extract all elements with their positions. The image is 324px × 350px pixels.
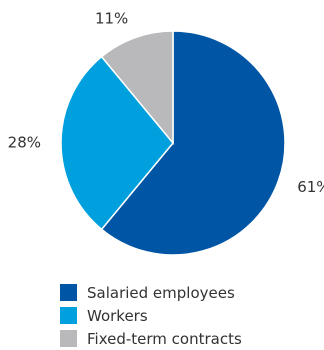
legend-swatch-workers — [60, 307, 77, 324]
pie-slice-workers — [60, 55, 174, 231]
pie-label-salaried-employees: 61% — [297, 178, 324, 196]
pie-chart: 61% 28% 11% — [8, 9, 324, 256]
legend: Salaried employees Workers Fixed-term co… — [60, 281, 320, 350]
legend-label-fixed-term-contracts: Fixed-term contracts — [87, 329, 242, 348]
legend-label-salaried-employees: Salaried employees — [87, 283, 235, 302]
legend-item-workers: Workers — [60, 304, 320, 327]
legend-swatch-fixed-term-contracts — [60, 330, 77, 347]
pie-slice-salaried-employees — [100, 30, 286, 256]
legend-item-fixed-term-contracts: Fixed-term contracts — [60, 327, 320, 350]
legend-label-workers: Workers — [87, 306, 148, 325]
legend-item-salaried-employees: Salaried employees — [60, 281, 320, 304]
legend-swatch-salaried-employees — [60, 284, 77, 301]
pie-label-fixed-term-contracts: 11% — [95, 9, 128, 27]
pie-slice-fixed-term-contracts — [100, 30, 174, 146]
pie-label-workers: 28% — [8, 134, 41, 152]
